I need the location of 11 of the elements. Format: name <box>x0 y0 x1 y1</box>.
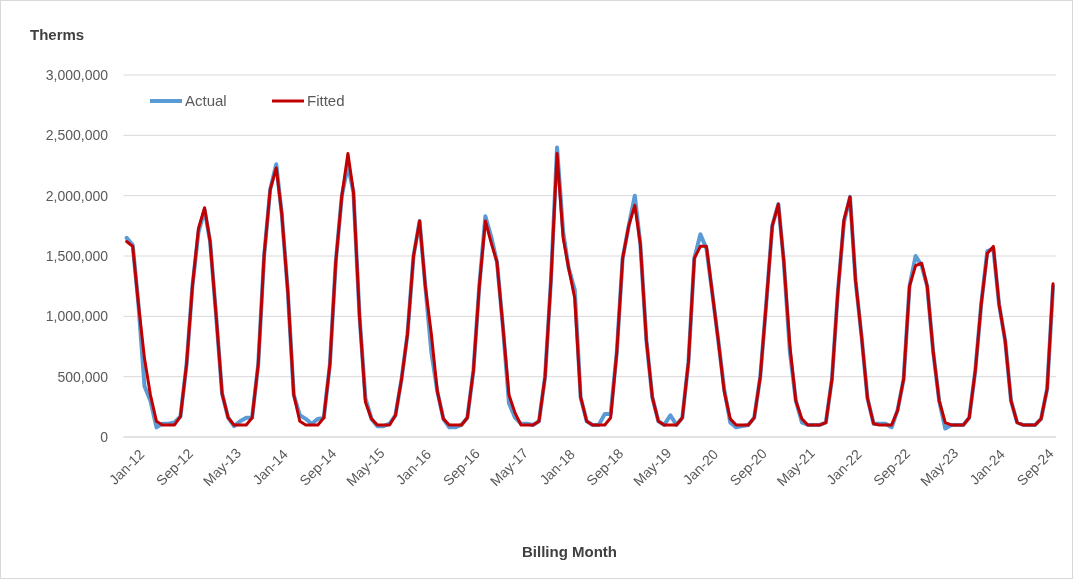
y-tick-label: 1,500,000 <box>45 247 109 264</box>
y-tick-label: 1,000,000 <box>45 308 109 325</box>
y-axis-title: Therms <box>30 26 85 43</box>
x-axis-title: Billing Month <box>522 543 617 560</box>
y-tick-label: 2,500,000 <box>45 127 109 144</box>
y-tick-label: 2,000,000 <box>45 187 109 204</box>
y-tick-label: 0 <box>100 428 109 445</box>
y-tick-label: 3,000,000 <box>45 66 109 83</box>
legend-label: Fitted <box>307 92 345 110</box>
y-tick-label: 500,000 <box>57 368 109 385</box>
legend-label: Actual <box>185 92 227 110</box>
